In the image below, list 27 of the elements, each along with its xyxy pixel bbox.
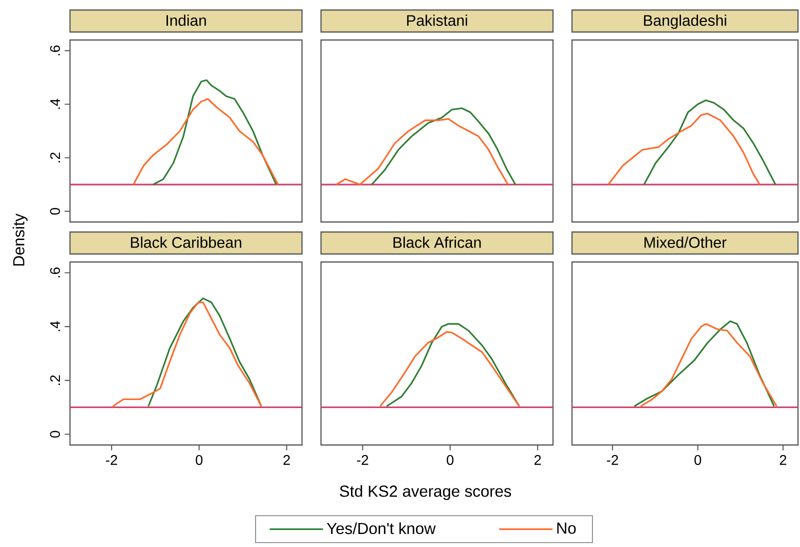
x-tick-label: 2: [283, 455, 290, 465]
y-tick-label: 0: [50, 208, 60, 215]
x-tick-label: 2: [534, 455, 541, 465]
chart-title: Bangladeshi: [644, 14, 726, 29]
legend-label: Yes/Don't know: [326, 522, 436, 534]
x-tick-label: 2: [780, 455, 786, 465]
y-tick-label: .2: [50, 152, 60, 162]
x-tick-label: -2: [106, 455, 118, 465]
chart-title: Indian: [166, 14, 206, 26]
y-tick-label: .2: [50, 375, 60, 385]
x-tick-label: -2: [606, 455, 618, 465]
legend-label: No: [557, 522, 576, 534]
x-axis-title: Std KS2 average scores: [340, 485, 512, 500]
x-tick-label: 0: [446, 455, 454, 465]
chart-title: Mixed/Other: [644, 236, 726, 248]
x-tick-label: -2: [356, 455, 368, 465]
x-tick-label: 0: [694, 455, 702, 465]
x-tick-label: 0: [196, 455, 202, 465]
chart-title: Pakistani: [407, 14, 468, 26]
chart-title: Black African: [394, 236, 481, 248]
y-tick-label: .4: [50, 321, 60, 332]
y-tick-label: .6: [50, 45, 60, 56]
y-axis-title: Density: [12, 214, 28, 266]
y-tick-label: .4: [50, 98, 60, 109]
chart-title: Black Caribbean: [131, 236, 242, 248]
y-tick-label: 0: [50, 430, 60, 438]
y-tick-label: .6: [50, 268, 60, 278]
